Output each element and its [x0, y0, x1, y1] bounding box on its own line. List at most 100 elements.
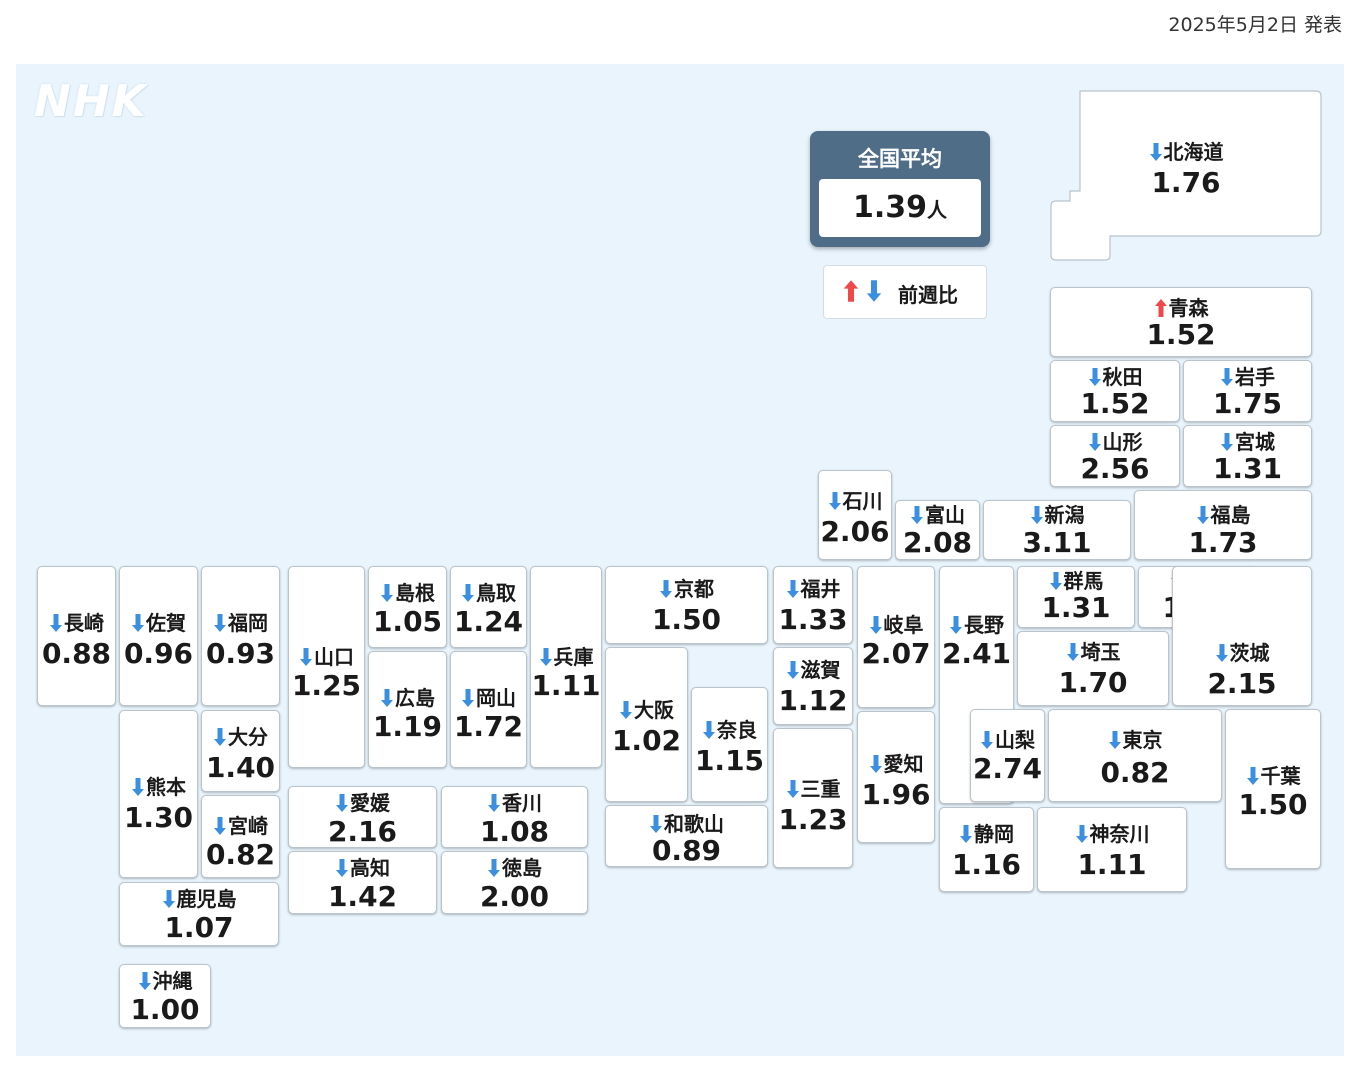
prefecture-name: 愛知 — [883, 752, 924, 776]
prefecture-tile[interactable]: 埼玉 1.70 — [1017, 631, 1169, 706]
prefecture-tile[interactable]: 三重 1.23 — [773, 728, 853, 868]
prefecture-tile[interactable]: 北海道 1.76 — [1048, 88, 1324, 264]
prefecture-label: 岡山 — [451, 686, 526, 710]
down-arrow-icon — [786, 660, 800, 680]
down-arrow-icon — [786, 579, 800, 599]
prefecture-tile[interactable]: 香川 1.08 — [441, 786, 588, 848]
prefecture-label: 和歌山 — [606, 812, 767, 836]
prefecture-tile[interactable]: 岐阜 2.07 — [857, 566, 935, 708]
prefecture-value: 2.56 — [1080, 452, 1150, 485]
prefecture-tile[interactable]: 岩手 1.75 — [1183, 360, 1312, 422]
prefecture-value: 2.74 — [972, 752, 1043, 785]
prefecture-tile[interactable]: 愛媛 2.16 — [288, 786, 437, 848]
prefecture-tile[interactable]: 高知 1.42 — [288, 851, 437, 914]
down-arrow-icon — [865, 279, 883, 307]
prefecture-value: 1.11 — [531, 669, 601, 702]
prefecture-tile[interactable]: 鹿児島 1.07 — [119, 882, 279, 946]
prefecture-tile[interactable]: 熊本 1.30 — [119, 710, 198, 878]
prefecture-label: 愛媛 — [289, 791, 436, 815]
down-arrow-icon — [1088, 432, 1102, 452]
prefecture-tile[interactable]: 石川 2.06 — [818, 470, 892, 560]
prefecture-tile[interactable]: 福岡 0.93 — [201, 566, 280, 706]
prefecture-tile[interactable]: 青森 1.52 — [1050, 287, 1312, 357]
prefecture-tile[interactable]: 鳥取 1.24 — [450, 566, 527, 648]
prefecture-tile[interactable]: 奈良 1.15 — [691, 687, 768, 802]
prefecture-value: 1.25 — [291, 669, 362, 702]
prefecture-tile[interactable]: 福井 1.33 — [773, 566, 853, 644]
prefecture-tile[interactable]: 秋田 1.52 — [1050, 360, 1180, 422]
down-arrow-icon — [299, 647, 313, 667]
prefecture-tile[interactable]: 佐賀 0.96 — [119, 566, 198, 706]
prefecture-tile[interactable]: 大阪 1.02 — [605, 647, 688, 802]
prefecture-tile[interactable]: 山梨 2.74 — [970, 709, 1045, 802]
prefecture-label: 新潟 — [984, 503, 1130, 527]
prefecture-tile[interactable]: 福島 1.73 — [1134, 490, 1312, 560]
prefecture-name: 群馬 — [1063, 569, 1104, 593]
prefecture-name: 山形 — [1102, 430, 1143, 454]
down-arrow-icon — [1215, 643, 1229, 663]
prefecture-tile[interactable]: 宮城 1.31 — [1183, 425, 1312, 487]
prefecture-label: 北海道 — [1048, 140, 1324, 164]
prefecture-label: 茨城 — [1173, 641, 1311, 665]
prefecture-name: 兵庫 — [553, 645, 594, 669]
prefecture-value: 2.07 — [861, 637, 931, 670]
prefecture-value: 1.31 — [1212, 452, 1283, 485]
prefecture-tile[interactable]: 兵庫 1.11 — [530, 566, 602, 768]
prefecture-tile[interactable]: 茨城 2.15 — [1172, 566, 1312, 706]
down-arrow-icon — [131, 613, 145, 633]
prefecture-tile[interactable]: 富山 2.08 — [895, 500, 980, 560]
prefecture-value: 1.70 — [1058, 666, 1128, 699]
prefecture-tile[interactable]: 千葉 1.50 — [1225, 709, 1321, 869]
prefecture-name: 広島 — [395, 686, 435, 710]
prefecture-tile[interactable]: 宮崎 0.82 — [201, 795, 280, 878]
down-arrow-icon — [539, 647, 553, 667]
prefecture-label: 広島 — [369, 686, 446, 710]
prefecture-label: 鹿児島 — [120, 887, 278, 911]
prefecture-tile[interactable]: 山形 2.56 — [1050, 425, 1180, 487]
prefecture-name: 鳥取 — [476, 581, 516, 605]
prefecture-value: 1.73 — [1188, 526, 1258, 559]
prefecture-value: 1.96 — [861, 778, 931, 811]
down-arrow-icon — [949, 615, 963, 635]
down-arrow-icon — [619, 700, 633, 720]
prefecture-tile[interactable]: 京都 1.50 — [605, 566, 768, 644]
prefecture-label: 岩手 — [1184, 365, 1311, 389]
prefecture-tile[interactable]: 徳島 2.00 — [441, 851, 588, 914]
prefecture-name: 和歌山 — [664, 812, 724, 836]
prefecture-name: 奈良 — [717, 718, 757, 742]
prefecture-tile[interactable]: 岡山 1.72 — [450, 651, 527, 768]
prefecture-label: 福島 — [1135, 503, 1311, 527]
prefecture-label: 三重 — [774, 777, 852, 801]
prefecture-name: 岩手 — [1235, 365, 1275, 389]
prefecture-tile[interactable]: 長崎 0.88 — [37, 566, 116, 706]
prefecture-tile[interactable]: 広島 1.19 — [368, 651, 447, 768]
prefecture-name: 福島 — [1210, 503, 1251, 527]
down-arrow-icon — [487, 793, 501, 813]
down-arrow-icon — [1066, 642, 1080, 662]
prefecture-label: 香川 — [442, 791, 587, 815]
prefecture-tile[interactable]: 大分 1.40 — [201, 710, 280, 792]
prefecture-name: 徳島 — [502, 856, 542, 880]
prefecture-value: 1.50 — [651, 603, 722, 636]
prefecture-tile[interactable]: 東京 0.82 — [1048, 709, 1222, 802]
prefecture-tile[interactable]: 和歌山 0.89 — [605, 805, 768, 867]
prefecture-tile[interactable]: 神奈川 1.11 — [1037, 807, 1187, 892]
legend: 前週比 — [823, 265, 987, 319]
prefecture-tile[interactable]: 島根 1.05 — [368, 566, 447, 648]
prefecture-tile[interactable]: 愛知 1.96 — [857, 711, 935, 843]
prefecture-tile[interactable]: 山口 1.25 — [288, 566, 365, 768]
nhk-logo: NHK — [34, 76, 148, 127]
prefecture-tile[interactable]: 群馬 1.31 — [1017, 566, 1135, 628]
prefecture-tile[interactable]: 静岡 1.16 — [939, 807, 1034, 892]
prefecture-label: 東京 — [1049, 728, 1221, 752]
down-arrow-icon — [1108, 730, 1122, 750]
prefecture-tile[interactable]: 滋賀 1.12 — [773, 647, 853, 725]
down-arrow-icon — [869, 754, 883, 774]
down-arrow-icon — [162, 889, 176, 909]
down-arrow-icon — [138, 971, 152, 991]
prefecture-name: 三重 — [800, 777, 841, 801]
prefecture-tile[interactable]: 沖縄 1.00 — [119, 964, 211, 1028]
prefecture-tile[interactable]: 新潟 3.11 — [983, 500, 1131, 560]
prefecture-label: 埼玉 — [1018, 640, 1168, 664]
prefecture-name: 静岡 — [974, 822, 1014, 846]
